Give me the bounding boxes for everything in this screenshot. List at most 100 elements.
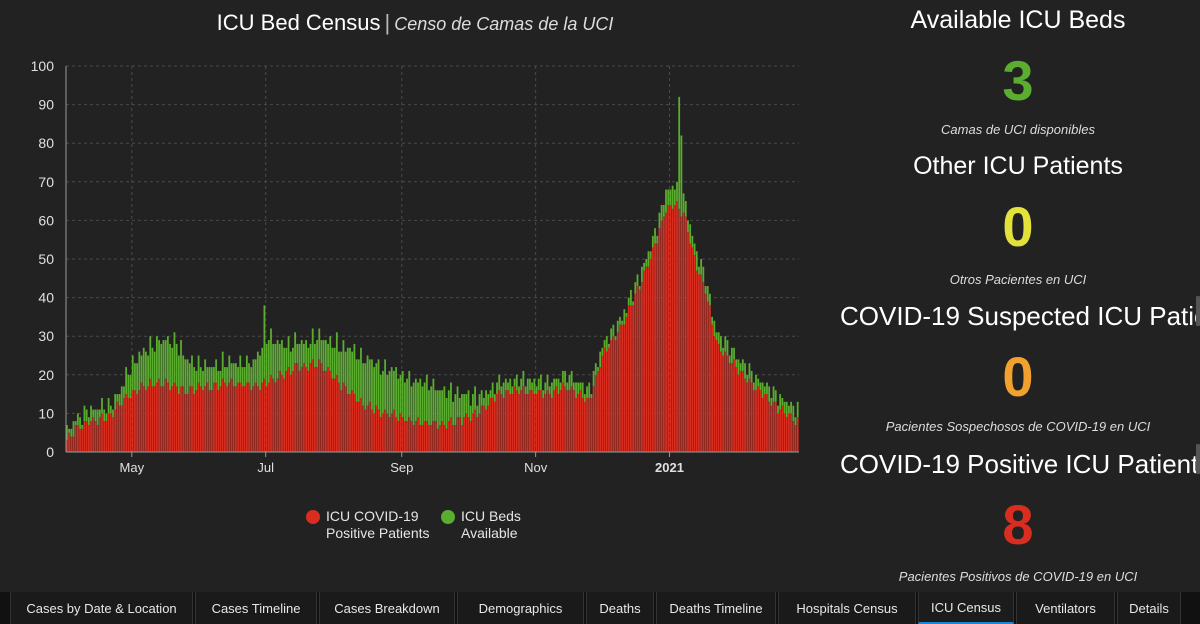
bar-available	[533, 378, 536, 395]
tab-icu-census[interactable]: ICU Census	[918, 592, 1014, 624]
bar-covid	[610, 340, 613, 452]
kpi-caption-available: Camas de UCI disponibles	[941, 122, 1095, 137]
bar-covid	[616, 332, 619, 452]
bar-available	[768, 386, 771, 402]
tab-details[interactable]: Details	[1117, 592, 1181, 624]
bar-covid	[430, 424, 433, 452]
bar-available	[120, 386, 123, 406]
bar-available	[241, 367, 244, 387]
bar-covid	[83, 421, 86, 452]
bar-covid	[687, 231, 689, 452]
bar-covid	[469, 421, 472, 452]
bar-covid	[199, 386, 202, 452]
bar-covid	[485, 409, 487, 452]
bar-covid	[680, 216, 683, 452]
bar-covid	[353, 394, 356, 452]
tab-cases-timeline[interactable]: Cases Timeline	[195, 592, 317, 624]
bar-available	[498, 374, 501, 391]
bar-covid	[149, 378, 152, 452]
bar-covid	[169, 390, 171, 452]
tab-cases-by-date-location[interactable]: Cases by Date & Location	[10, 592, 193, 624]
bar-available	[627, 297, 630, 306]
bar-available	[248, 363, 250, 383]
bar-available	[234, 363, 237, 387]
bar-covid	[228, 382, 231, 452]
bar-available	[496, 382, 498, 395]
bar-covid	[553, 390, 555, 452]
bar-available	[432, 378, 435, 422]
bar-covid	[621, 324, 624, 452]
bar-available	[739, 363, 742, 371]
bar-available	[228, 355, 231, 383]
bar-covid	[678, 208, 681, 452]
bar-available	[259, 355, 261, 391]
bar-available	[671, 185, 674, 209]
bar-available	[651, 235, 654, 248]
bar-covid	[548, 394, 551, 452]
bar-covid	[682, 212, 685, 452]
tab-deaths-timeline[interactable]: Deaths Timeline	[656, 592, 776, 624]
tab-demographics[interactable]: Demographics	[457, 592, 584, 624]
bar-available	[300, 340, 303, 368]
legend-item-available[interactable]: ICU Beds Available	[441, 508, 551, 542]
bar-covid	[129, 397, 132, 452]
bar-covid	[175, 386, 178, 452]
bar-covid	[744, 378, 746, 452]
scroll-indicator-2[interactable]	[1196, 444, 1200, 474]
bar-available	[333, 347, 336, 379]
tab-label: Cases by Date & Location	[26, 600, 177, 616]
bar-covid	[118, 405, 121, 452]
bar-available	[566, 382, 569, 391]
tab-deaths[interactable]: Deaths	[586, 592, 654, 624]
scroll-indicator-1[interactable]	[1196, 296, 1200, 326]
bar-covid	[768, 401, 771, 452]
y-tick-label: 10	[38, 405, 54, 421]
bar-available	[123, 386, 125, 398]
bar-available	[296, 343, 299, 364]
bar-available	[752, 382, 755, 391]
bar-available	[654, 228, 656, 244]
bar-covid	[597, 370, 599, 452]
bar-covid	[364, 409, 367, 452]
bar-available	[184, 359, 187, 395]
bar-covid	[500, 394, 503, 452]
bar-available	[722, 347, 724, 356]
bar-available	[138, 351, 141, 391]
tab-hospitals-census[interactable]: Hospitals Census	[778, 592, 916, 624]
bar-covid	[92, 417, 95, 452]
bar-available	[224, 367, 226, 383]
bar-covid	[561, 382, 564, 452]
bar-covid	[792, 421, 795, 452]
bar-covid	[524, 394, 527, 452]
bar-available	[379, 374, 382, 418]
bar-available	[485, 390, 487, 410]
bar-covid	[796, 417, 799, 452]
bar-available	[630, 289, 632, 306]
bar-covid	[555, 386, 558, 452]
tab-ventilators[interactable]: Ventilators	[1016, 592, 1115, 624]
tab-cases-breakdown[interactable]: Cases Breakdown	[319, 592, 455, 624]
bar-covid	[261, 382, 264, 452]
bar-covid	[518, 394, 520, 452]
x-tick-label: May	[120, 460, 145, 475]
bar-available	[85, 409, 88, 422]
bar-available	[219, 370, 222, 387]
bar-available	[472, 394, 474, 414]
bar-covid	[327, 367, 329, 452]
bar-available	[351, 351, 354, 391]
bar-covid	[136, 394, 139, 452]
bar-available	[265, 343, 268, 387]
bar-available	[614, 336, 617, 341]
bar-covid	[588, 397, 591, 452]
bar-available	[408, 370, 411, 418]
bar-available	[287, 336, 290, 368]
bar-covid	[772, 401, 775, 452]
bar-available	[366, 355, 369, 406]
bar-available	[513, 378, 516, 387]
bar-covid	[605, 351, 608, 452]
y-tick-label: 0	[46, 444, 54, 460]
bar-covid	[265, 386, 268, 452]
legend-item-covid[interactable]: ICU COVID-19 Positive Patients	[306, 508, 436, 542]
bar-covid	[656, 243, 659, 452]
bar-available	[292, 347, 294, 371]
